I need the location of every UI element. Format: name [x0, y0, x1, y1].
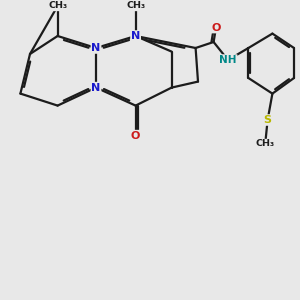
Text: N: N	[92, 43, 100, 53]
Text: O: O	[131, 130, 140, 141]
Text: S: S	[264, 115, 272, 125]
Text: N: N	[92, 82, 100, 93]
Text: CH₃: CH₃	[126, 2, 145, 10]
Text: CH₃: CH₃	[48, 2, 67, 10]
Text: NH: NH	[219, 55, 237, 65]
Text: CH₃: CH₃	[256, 140, 275, 148]
Text: O: O	[211, 22, 221, 33]
Text: N: N	[131, 31, 140, 41]
